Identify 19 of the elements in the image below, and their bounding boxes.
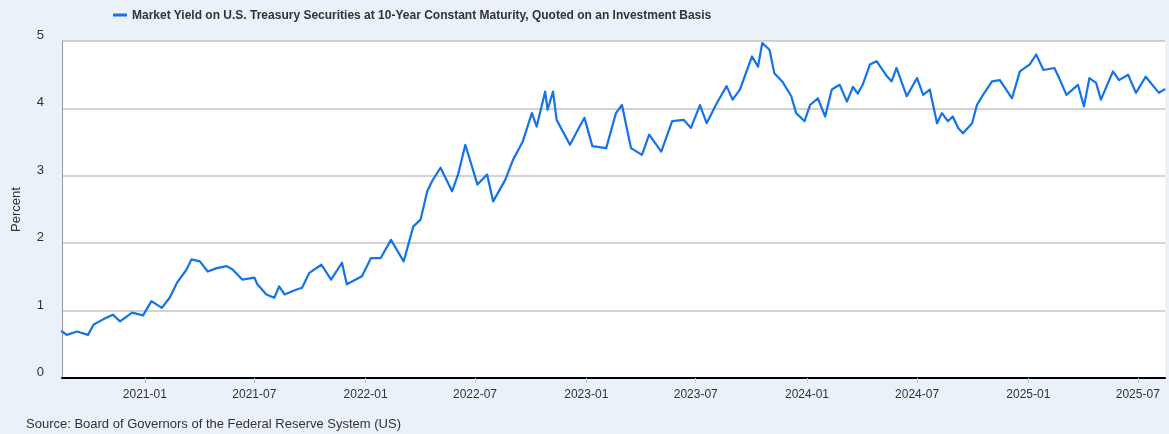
y-tick-label: 4: [36, 94, 44, 110]
x-tick-label: 2023-07: [673, 387, 719, 401]
y-tick-label: 2: [36, 229, 44, 245]
y-tick-label: 0: [36, 364, 44, 379]
y-tick-label: 5: [36, 27, 44, 42]
x-tick-label: 2024-01: [784, 387, 830, 401]
source-note: Source: Board of Governors of the Federal Reserve System (US): [26, 416, 401, 431]
x-tick-label: 2024-07: [895, 387, 940, 401]
x-tick-label: 2025-01: [1006, 387, 1051, 401]
x-tick-label: 2021-01: [122, 387, 168, 401]
x-tick-label: 2021-07: [232, 387, 277, 401]
y-tick-label: 1: [36, 296, 44, 312]
x-tick-label: 2023-01: [564, 387, 609, 401]
x-tick-label: 2022-07: [453, 387, 498, 401]
x-tick-label: 2025-07: [1115, 387, 1161, 401]
x-tick-label: 2022-01: [343, 387, 388, 401]
y-tick-label: 3: [36, 161, 44, 177]
legend-label: Market Yield on U.S. Treasury Securities at 10-Year Constant Maturity, Quoted on an Investment Basis: [132, 8, 712, 22]
y-axis-title: Percent: [8, 186, 23, 232]
